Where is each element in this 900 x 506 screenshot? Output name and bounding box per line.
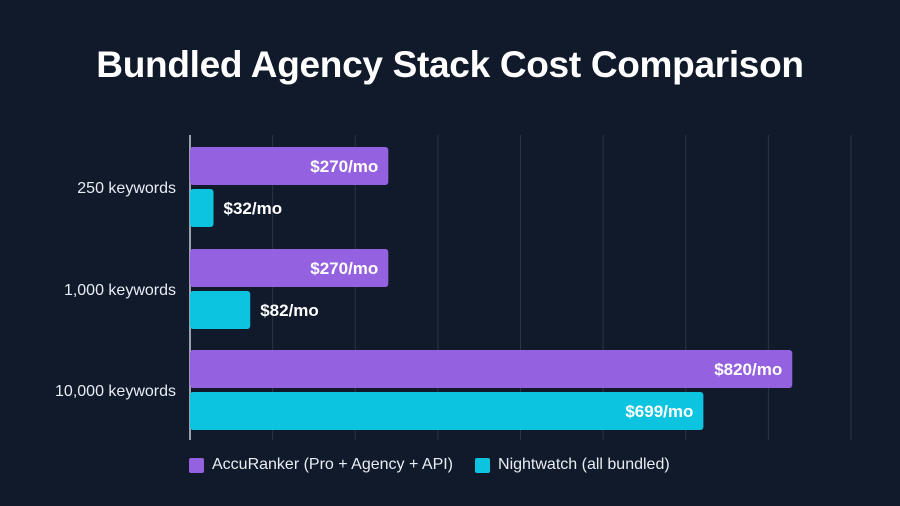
legend-swatch-nightwatch — [475, 457, 491, 473]
data-label: $82/mo — [260, 301, 319, 320]
category-label: 250 keywords — [77, 180, 176, 197]
data-label: $32/mo — [224, 199, 283, 218]
legend-label-nightwatch: Nightwatch (all bundled) — [498, 456, 670, 473]
bar-nightwatch — [190, 291, 251, 329]
legend-item-accuranker: AccuRanker (Pro + Agency + API) — [189, 456, 453, 474]
legend-swatch-accuranker — [189, 457, 204, 473]
bar-nightwatch — [190, 189, 214, 227]
data-label: $699/mo — [625, 402, 693, 421]
legend-label-accuranker: AccuRanker (Pro + Agency + API) — [212, 456, 454, 473]
data-label: $270/mo — [310, 259, 378, 278]
data-label: $820/mo — [714, 360, 782, 379]
data-label: $270/mo — [310, 157, 378, 176]
category-label: 1,000 keywords — [64, 282, 176, 299]
bar-accuranker — [190, 249, 389, 287]
legend-item-nightwatch: Nightwatch (all bundled) — [475, 456, 670, 474]
category-label: 10,000 keywords — [55, 383, 176, 400]
legend: AccuRanker (Pro + Agency + API) Nightwat… — [189, 456, 692, 474]
bar-accuranker — [190, 147, 389, 185]
bar-accuranker — [190, 350, 793, 388]
bar-nightwatch — [190, 392, 704, 430]
chart-title: Bundled Agency Stack Cost Comparison — [96, 44, 804, 85]
